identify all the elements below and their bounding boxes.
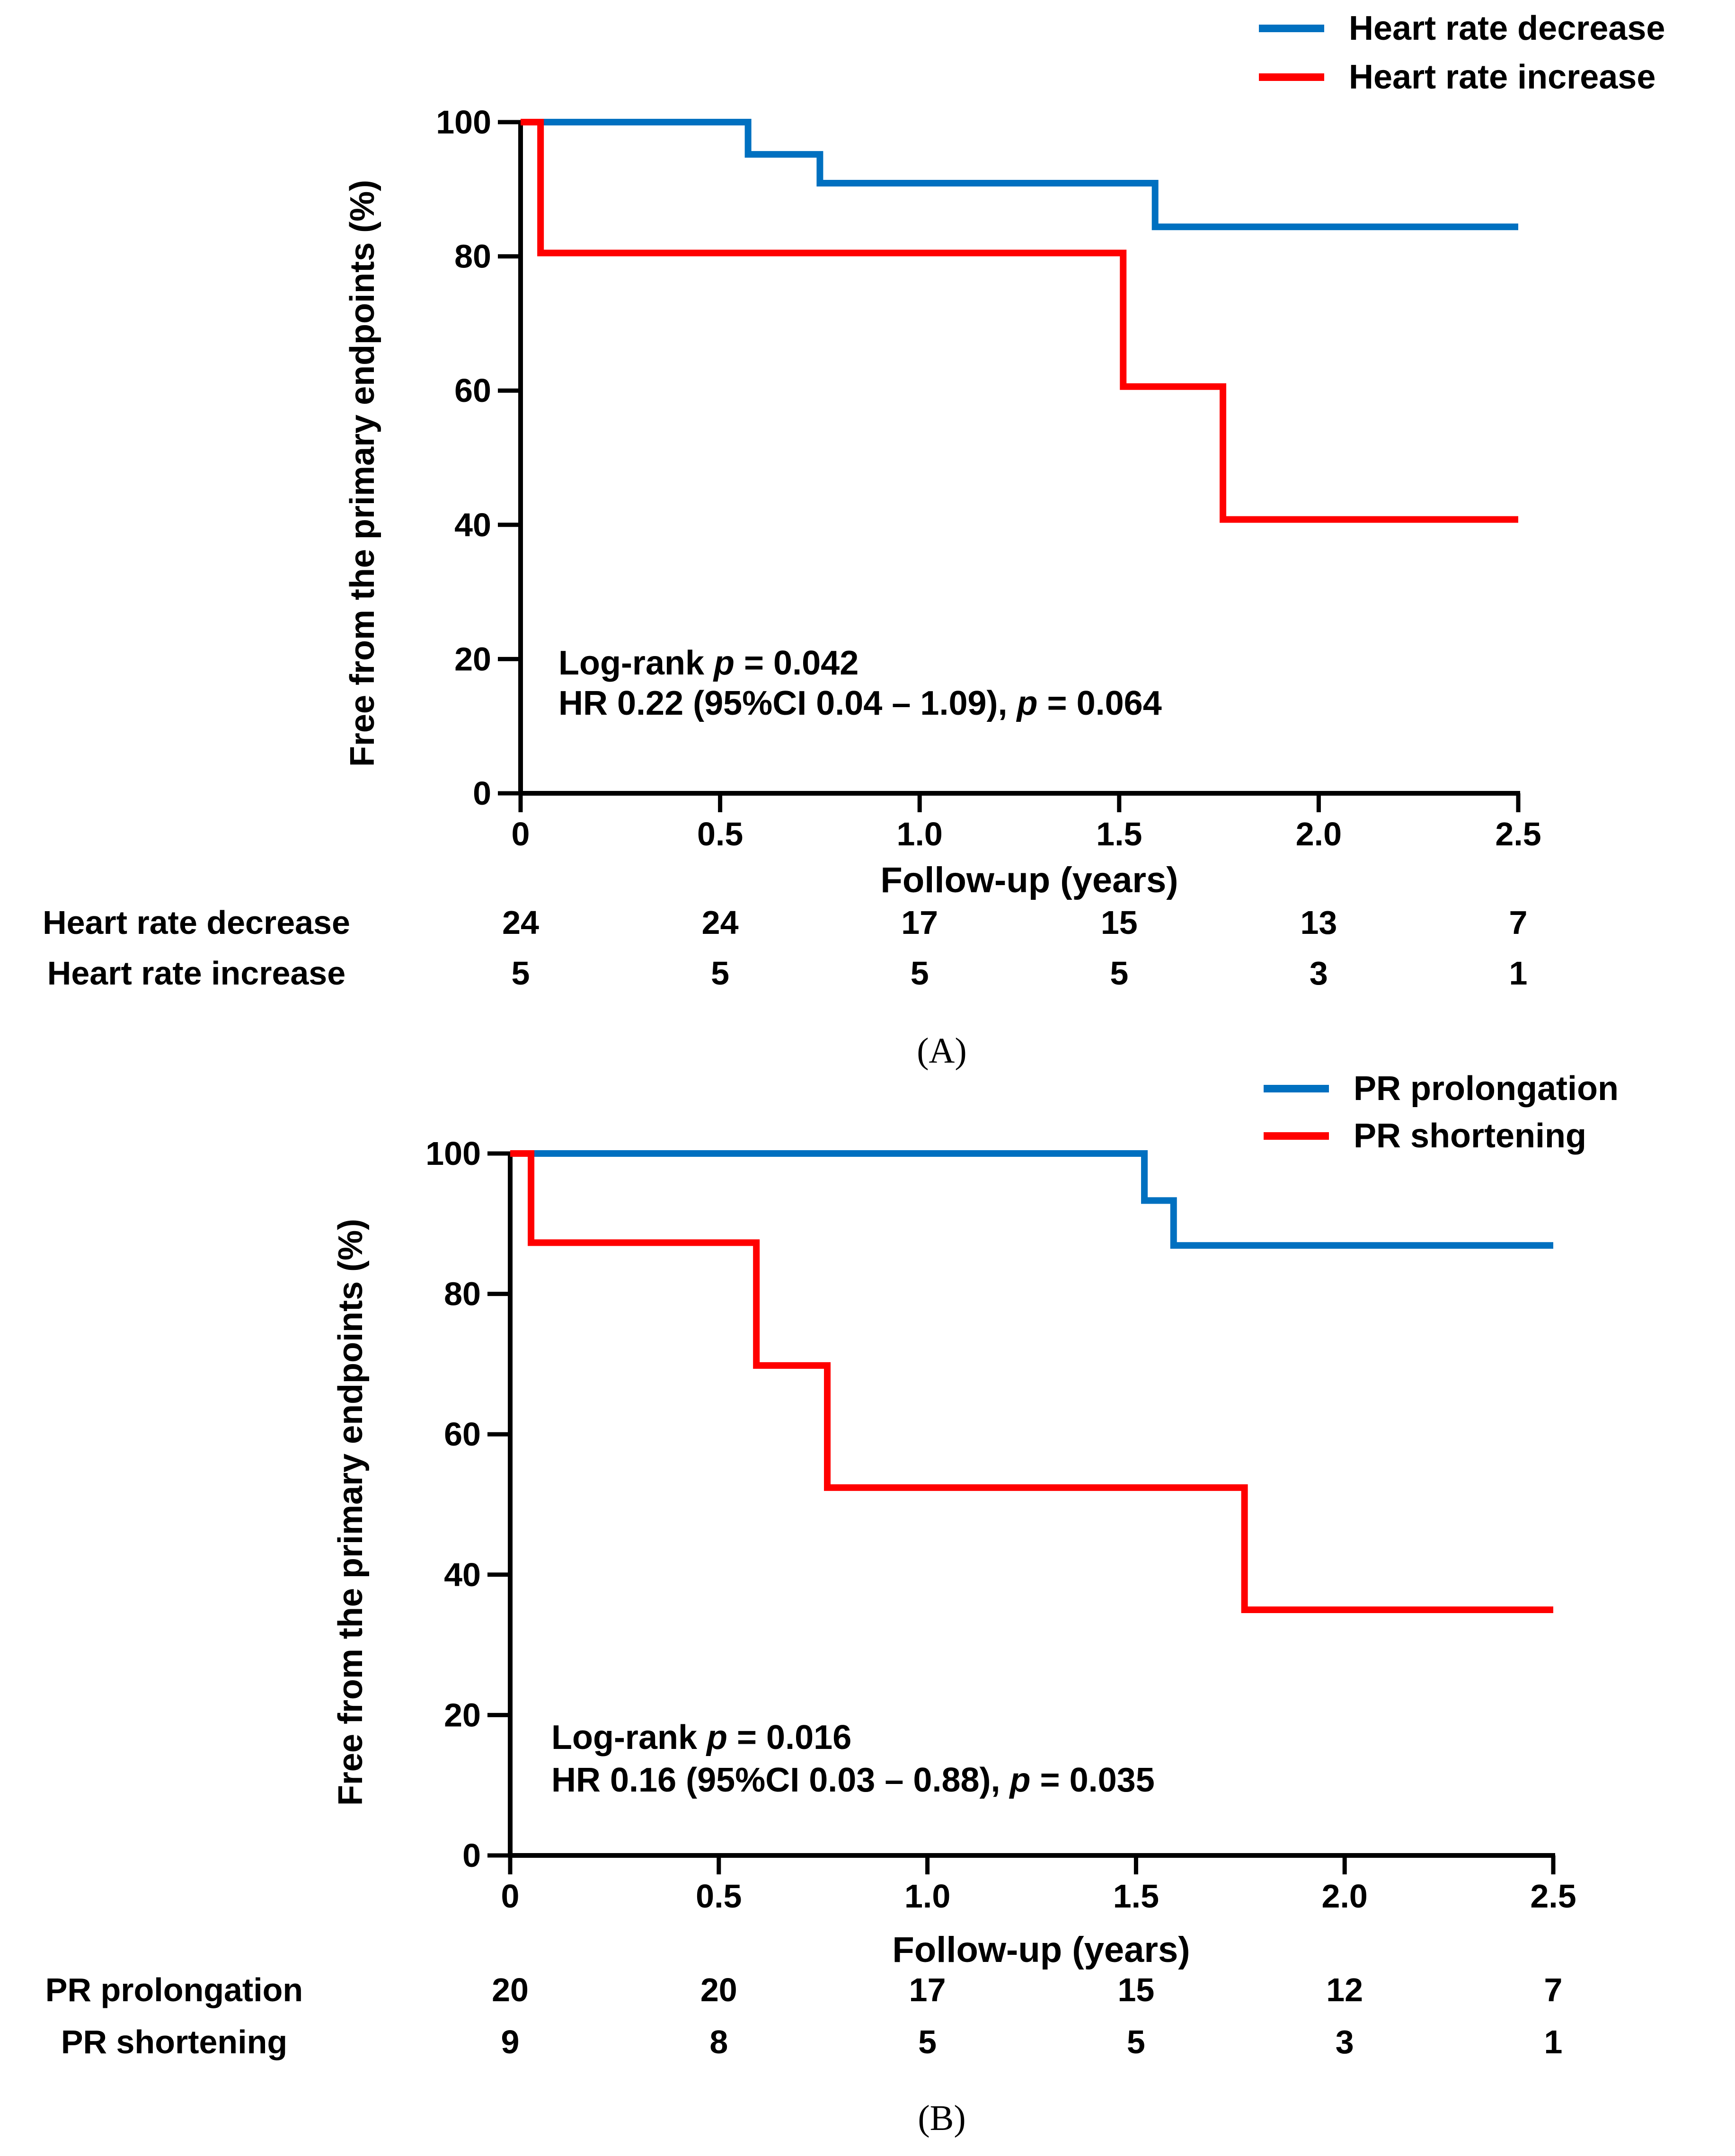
panel-b-x-tick-label: 0 (501, 1878, 520, 1915)
panel-b-annotation-line2: HR 0.16 (95%CI 0.03 – 0.88), p = 0.035 (551, 1761, 1155, 1799)
panel-b-risk-value: 15 (1117, 1971, 1154, 2008)
panel-b-xlabel: Follow-up (years) (892, 1930, 1190, 1970)
panel-a: 0 20 40 60 80 100 0 0.5 1.0 1.5 2.0 2.5 Heart rate … (43, 9, 1665, 1071)
panel-a-label: (A) (917, 1031, 967, 1071)
panel-b-risk-value: 7 (1544, 1971, 1563, 2008)
panel-a-x-tick-label: 0.5 (697, 816, 743, 852)
panel-a-risk-value: 3 (1310, 955, 1328, 992)
panel-a-risk-value: 17 (901, 904, 938, 941)
panel-b-risk-value: 20 (492, 1971, 529, 2008)
panel-b-risk-value: 3 (1336, 2023, 1354, 2060)
panel-b-x-tick-label: 1.5 (1113, 1878, 1159, 1915)
panel-b-y-tick-label: 0 (462, 1837, 481, 1874)
panel-b-x-tick-label: 0.5 (696, 1878, 742, 1915)
panel-a-annotation-line2: HR 0.22 (95%CI 0.04 – 1.09), p = 0.064 (558, 684, 1162, 722)
panel-b-legend: PR prolongation PR shortening (1264, 1070, 1619, 1155)
panel-a-x-tick-label: 0 (512, 816, 530, 852)
panel-a-risk-value: 5 (512, 955, 530, 992)
panel-b-label: (B) (918, 2098, 965, 2138)
panel-a-risk-value: 1 (1509, 955, 1528, 992)
panel-a-risk-value: 15 (1101, 904, 1138, 941)
panel-b-risk-row-label: PR shortening (61, 2023, 287, 2060)
panel-b-risk-value: 5 (1127, 2023, 1145, 2060)
panel-a-series-line-1 (521, 119, 1518, 231)
panel-a-risk-value: 7 (1509, 904, 1528, 941)
panel-a-y-tick-label: 80 (454, 238, 491, 275)
panel-a-x-tick-label: 1.5 (1096, 816, 1142, 852)
panel-b-risk-value: 8 (709, 2023, 728, 2060)
panel-a-xlabel: Follow-up (years) (880, 860, 1178, 900)
panel-a-y-tick-label: 40 (454, 506, 491, 543)
panel-b-axes: 0 20 40 60 80 100 0 0.5 1.0 1.5 2.0 2.5 (425, 1135, 1576, 1915)
panel-a-legend-label-1: Heart rate decrease (1349, 9, 1665, 47)
panel-b-annotation-line1: Log-rank p = 0.016 (551, 1719, 851, 1757)
panel-b-risk-value: 1 (1544, 2023, 1563, 2060)
panel-b-risk-value: 17 (909, 1971, 946, 2008)
panel-b-legend-label-2: PR shortening (1354, 1117, 1586, 1155)
panel-a-y-tick-label: 100 (436, 104, 491, 141)
panel-a-risk-value: 24 (502, 904, 539, 941)
panel-b: 0 20 40 60 80 100 0 0.5 1.0 1.5 2.0 2.5 PR prolonga… (45, 1070, 1619, 2138)
panel-b-risk-value: 20 (700, 1971, 737, 2008)
panel-a-legend: Heart rate decrease Heart rate increase (1259, 9, 1665, 96)
panel-b-risk-table: PR prolongation 20 20 17 15 12 7PR shortening 9… (45, 1971, 1563, 2060)
panel-a-risk-value: 5 (1110, 955, 1128, 992)
panel-a-legend-label-2: Heart rate increase (1349, 58, 1655, 96)
panel-a-risk-row-label: Heart rate decrease (43, 904, 350, 941)
panel-b-x-tick-label: 1.0 (904, 1878, 950, 1915)
panel-a-x-tick-label: 2.0 (1296, 816, 1342, 852)
panel-a-ylabel: Free from the primary endpoints (%) (344, 180, 381, 767)
panel-b-risk-value: 9 (501, 2023, 520, 2060)
panel-b-y-tick-label: 20 (444, 1696, 481, 1733)
panel-b-y-tick-label: 80 (444, 1276, 481, 1313)
panel-b-ylabel: Free from the primary endpoints (%) (332, 1219, 370, 1806)
panel-a-y-tick-label: 60 (454, 372, 491, 409)
panel-b-risk-value: 5 (918, 2023, 937, 2060)
panel-a-risk-value: 5 (911, 955, 929, 992)
panel-b-risk-value: 12 (1326, 1971, 1363, 2008)
panel-b-y-tick-label: 40 (444, 1556, 481, 1593)
panel-b-y-tick-label: 100 (425, 1135, 481, 1172)
panel-b-series-line-1 (510, 1150, 1553, 1249)
panel-a-curves (521, 119, 1518, 523)
panel-a-series-line-2 (521, 119, 1518, 523)
panel-a-risk-value: 13 (1300, 904, 1337, 941)
panel-b-risk-row-label: PR prolongation (45, 1971, 303, 2008)
panel-b-x-tick-label: 2.5 (1530, 1878, 1576, 1915)
panel-b-curves (510, 1150, 1553, 1613)
panel-b-x-tick-label: 2.0 (1322, 1878, 1368, 1915)
panel-b-y-tick-label: 60 (444, 1416, 481, 1453)
panel-a-y-tick-label: 0 (473, 775, 491, 812)
panel-a-annotation-line1: Log-rank p = 0.042 (558, 644, 859, 682)
panel-a-y-tick-label: 20 (454, 640, 491, 677)
panel-a-risk-row-label: Heart rate increase (47, 955, 345, 992)
panel-a-axes: 0 20 40 60 80 100 0 0.5 1.0 1.5 2.0 2.5 (436, 104, 1541, 852)
panel-a-x-tick-label: 1.0 (897, 816, 943, 852)
panel-b-series-line-2 (510, 1150, 1553, 1613)
panel-b-legend-label-1: PR prolongation (1354, 1070, 1619, 1108)
panel-a-risk-value: 24 (702, 904, 739, 941)
panel-a-risk-value: 5 (711, 955, 729, 992)
panel-a-x-tick-label: 2.5 (1495, 816, 1541, 852)
